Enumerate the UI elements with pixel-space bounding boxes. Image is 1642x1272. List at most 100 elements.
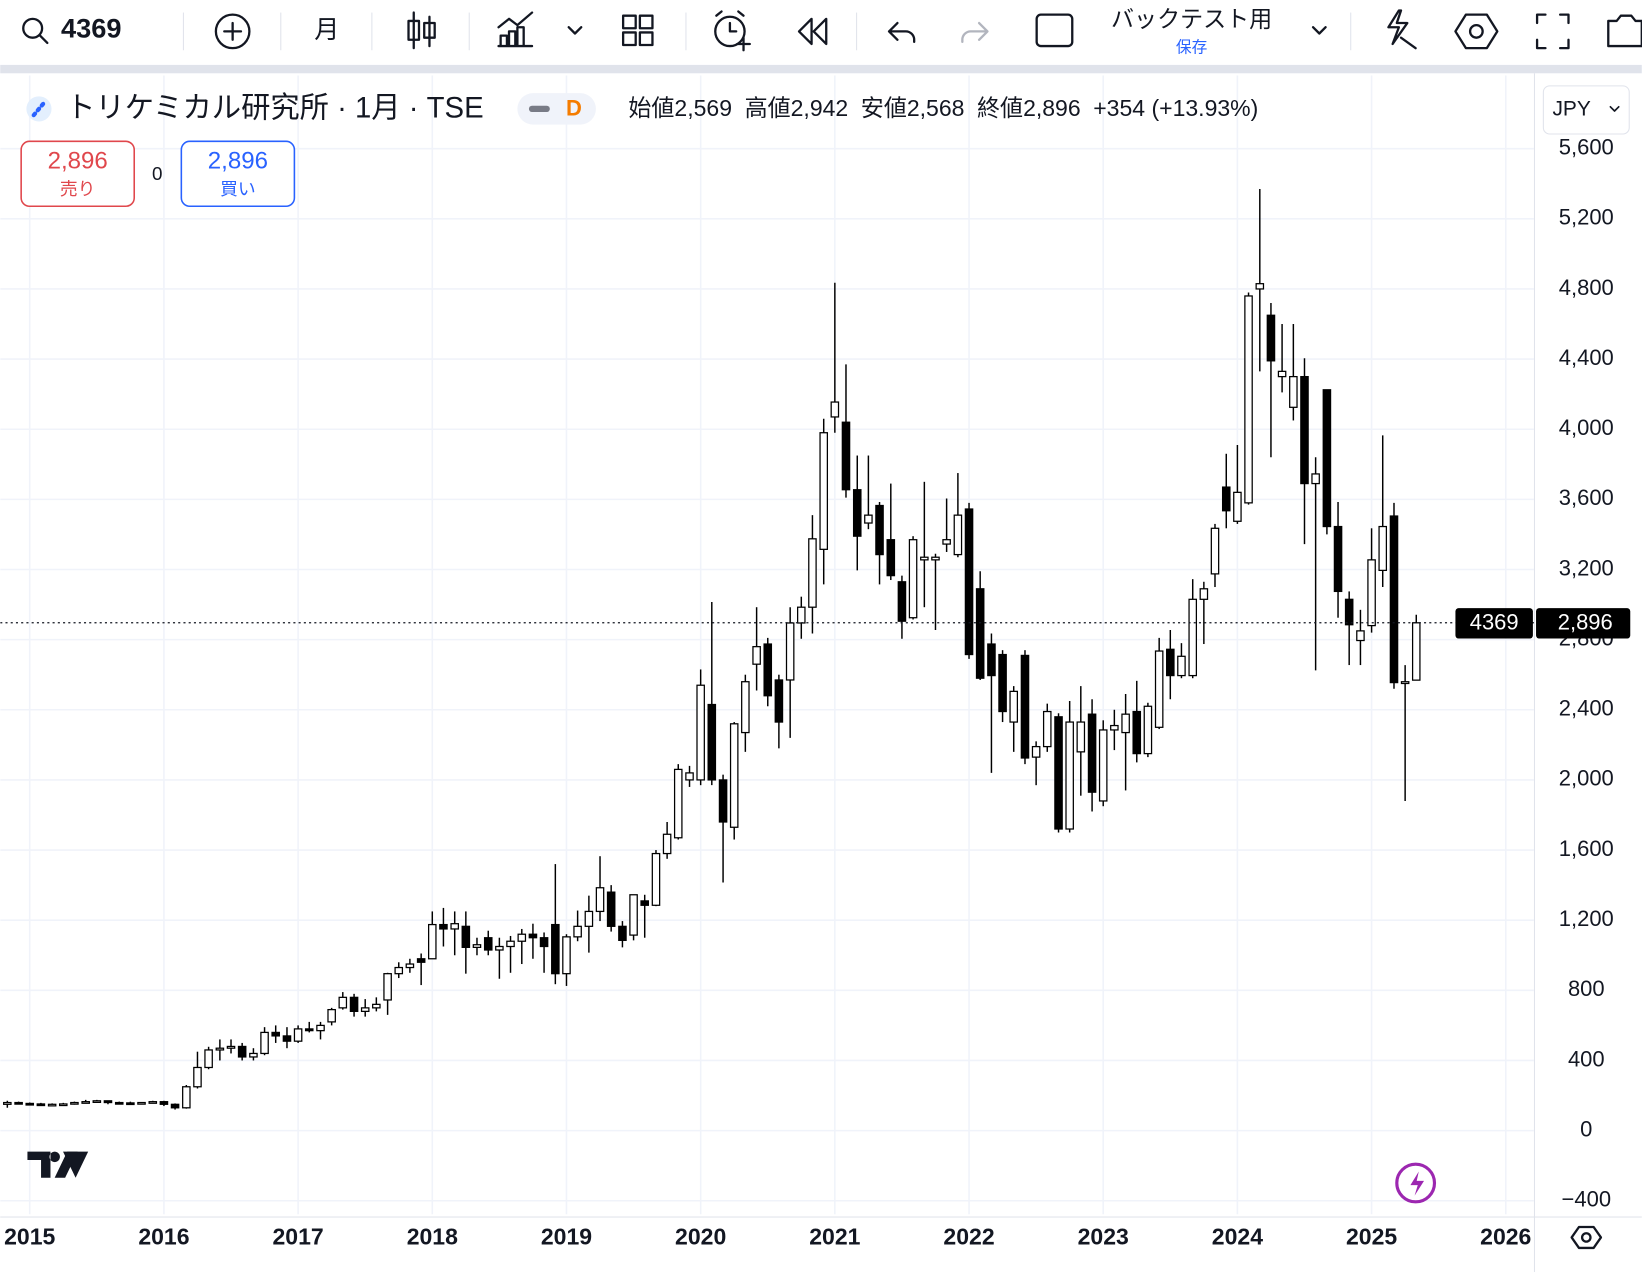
change: +354 (+13.93%)	[1093, 95, 1258, 121]
search-icon-handle	[38, 34, 49, 45]
candle-body	[528, 933, 538, 939]
backtest-checkbox[interactable]	[1035, 13, 1074, 48]
indicators-button[interactable]	[497, 11, 534, 48]
time-axis: 2015 2016 2017 2018 2019 2020 2021 2022 2023 2024…	[4, 1224, 1531, 1250]
candle-body	[1020, 654, 1030, 759]
currency-button[interactable]	[1542, 85, 1630, 135]
y-tick-label: 4,800	[1559, 275, 1614, 300]
chart-type-button[interactable]	[407, 11, 436, 50]
plot-area	[0, 75, 1534, 1215]
candle-body	[1344, 598, 1354, 626]
chevron	[1609, 105, 1620, 112]
candle-body	[618, 925, 627, 941]
status-dash	[528, 105, 550, 113]
fullscreen-button[interactable]	[1535, 13, 1570, 50]
candle-body	[1311, 473, 1320, 485]
sell-price[interactable]: 2,896	[48, 148, 108, 175]
toolbar-border	[0, 64, 1642, 74]
candle-body	[103, 1100, 113, 1104]
quick-icon	[1399, 36, 1417, 50]
candle-body	[506, 940, 515, 948]
buy-label[interactable]: 買い	[220, 179, 256, 199]
candle-body	[763, 643, 773, 697]
candle-body	[696, 684, 705, 781]
y-tick-label: 800	[1568, 976, 1605, 1001]
y-tick-label: 4,000	[1559, 415, 1614, 440]
candle-body	[204, 1049, 213, 1069]
y-tick-label: 1,600	[1559, 836, 1614, 861]
spread: 0	[152, 163, 162, 184]
candle-body	[808, 538, 817, 608]
buy-price[interactable]: 2,896	[208, 148, 268, 175]
save-label[interactable]: 保存	[1176, 38, 1207, 56]
candle-body	[875, 504, 884, 556]
candle-body	[852, 489, 862, 537]
interval[interactable]: 月	[314, 16, 339, 44]
candle-body	[595, 887, 605, 913]
candle-body	[998, 653, 1007, 713]
tradingview-logo[interactable]	[27, 1151, 78, 1178]
sell-button[interactable]	[20, 140, 136, 208]
x-tick-label: 2018	[407, 1224, 458, 1250]
x-tick-label: 2019	[541, 1224, 592, 1250]
candle-body	[629, 894, 638, 936]
replay-button[interactable]	[797, 17, 828, 46]
candle-body	[1110, 724, 1119, 731]
candle-body	[338, 996, 348, 1009]
y-tick-label: 400	[1568, 1046, 1605, 1071]
symbol[interactable]: 4369	[61, 13, 122, 44]
candle-body	[1210, 527, 1220, 575]
candle-body	[1177, 655, 1186, 677]
candle-body	[1378, 525, 1388, 572]
candle-body	[304, 1028, 314, 1032]
screenshot-button[interactable]	[1607, 14, 1642, 48]
candle-body	[3, 1101, 12, 1105]
candle-body	[685, 772, 694, 781]
candle-body	[36, 1103, 46, 1107]
candle-body	[707, 703, 717, 781]
settings-button[interactable]	[1454, 13, 1499, 50]
undo-button[interactable]	[887, 21, 916, 44]
add-symbol-button[interactable]	[214, 13, 251, 50]
candle-body	[226, 1045, 236, 1049]
candle-body	[1121, 713, 1130, 734]
candle-body	[539, 937, 549, 948]
symbol-logo-mark	[31, 100, 47, 118]
y-tick-label: 5,200	[1559, 205, 1614, 230]
quick-button[interactable]	[1387, 9, 1409, 46]
candle-body	[920, 556, 929, 561]
y-tick-label: 0	[1580, 1116, 1592, 1141]
candle-body	[651, 852, 661, 906]
alert-icon	[715, 10, 751, 52]
search-icon[interactable]	[22, 17, 44, 39]
candle-body	[864, 514, 873, 524]
candle-body	[25, 1102, 35, 1106]
candle-body	[293, 1028, 303, 1042]
y-tick-label: 2,000	[1559, 766, 1614, 791]
candle-body	[1154, 650, 1164, 728]
candle-body	[1289, 375, 1298, 408]
x-tick-label: 2025	[1346, 1224, 1397, 1250]
redo-button[interactable]	[961, 21, 989, 44]
axis-settings-button[interactable]	[1570, 1225, 1603, 1250]
candle-body	[1087, 713, 1097, 793]
candle-body	[114, 1101, 124, 1105]
ohlc-value: 2,896	[1023, 95, 1081, 121]
backtest-label[interactable]: バックテスト用	[1111, 6, 1272, 32]
currency[interactable]: JPY	[1552, 97, 1590, 120]
alert-button[interactable]	[714, 15, 746, 48]
candle-body	[517, 933, 527, 942]
y-tick-label: 5,600	[1559, 134, 1614, 159]
sell-label[interactable]: 売り	[60, 179, 96, 199]
buy-button[interactable]	[180, 140, 296, 208]
chevron[interactable]	[567, 26, 583, 35]
candle-body	[327, 1008, 336, 1023]
status-pill[interactable]	[517, 93, 596, 125]
layout-button[interactable]	[621, 14, 654, 47]
candle-body	[461, 925, 471, 948]
chevron[interactable]	[1311, 26, 1327, 35]
candle-body	[193, 1066, 202, 1088]
candle-body	[260, 1031, 269, 1055]
